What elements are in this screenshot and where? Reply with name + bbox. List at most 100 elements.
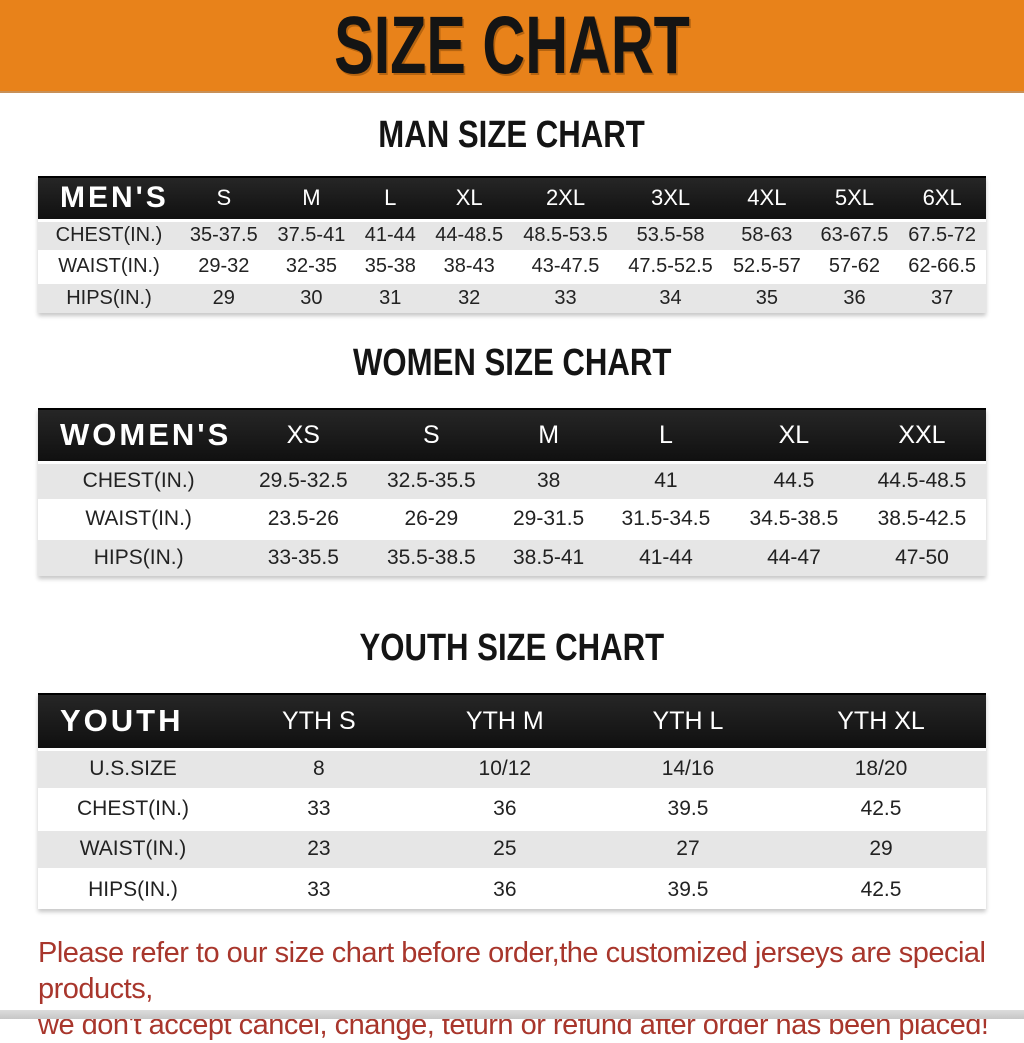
measurement-value-cell: 39.5 (599, 787, 777, 829)
measurement-value-cell: 35-38 (355, 249, 426, 282)
measurement-value-cell: 23 (228, 827, 410, 869)
youth-section-title: YOUTH SIZE CHART (0, 629, 1024, 667)
measurement-value-cell: 30 (267, 280, 356, 313)
measurement-value-cell: 36 (409, 867, 600, 909)
measurement-row-label: HIPS(IN.) (38, 536, 240, 576)
measurement-row-label: HIPS(IN.) (38, 867, 228, 909)
measurement-value-cell: 41 (601, 460, 730, 500)
measurement-value-cell: 29-31.5 (495, 498, 602, 538)
measurement-row: CHEST(IN.) 33 36 39.5 42.5 (38, 787, 986, 829)
size-column-header: XXL (857, 408, 986, 463)
women-size-section: WOMEN SIZE CHART WOMEN'S XS S M L XL XXL CHEST(… (0, 344, 1024, 576)
size-column-header: 3XL (618, 176, 724, 221)
size-column-header: M (495, 408, 602, 463)
measurement-row: U.S.SIZE 8 10/12 14/16 18/20 (38, 747, 986, 789)
measurement-value-cell: 44-48.5 (425, 218, 513, 251)
measurement-row-label: HIPS(IN.) (38, 280, 180, 313)
measurement-row-label: WAIST(IN.) (38, 498, 240, 538)
measurement-row: CHEST(IN.) 35-37.5 37.5-41 41-44 44-48.5 48.5… (38, 218, 986, 251)
size-column-header: YTH S (228, 693, 410, 750)
women-size-table: WOMEN'S XS S M L XL XXL CHEST(IN.) 29.5-32.5 32.5… (38, 408, 986, 576)
measurement-value-cell: 42.5 (776, 787, 986, 829)
size-column-header: XS (239, 408, 368, 463)
measurement-value-cell: 58-63 (723, 218, 811, 251)
order-disclaimer: Please refer to our size chart before or… (38, 935, 1024, 1043)
measurement-row-label: WAIST(IN.) (38, 827, 228, 869)
measurement-value-cell: 33 (228, 787, 410, 829)
measurement-value-cell: 10/12 (409, 747, 600, 789)
measurement-row: HIPS(IN.) 33-35.5 35.5-38.5 38.5-41 41-44 44-… (38, 536, 986, 576)
measurement-value-cell: 35.5-38.5 (367, 536, 496, 576)
size-column-header: XL (729, 408, 858, 463)
measurement-value-cell: 25 (409, 827, 600, 869)
size-header-row: MEN'S S M L XL 2XL 3XL 4XL 5XL 6XL (38, 176, 986, 221)
measurement-value-cell: 44.5-48.5 (857, 460, 986, 500)
youth-size-table: YOUTH YTH S YTH M YTH L YTH XL U.S.SIZE 8 10/12… (38, 693, 986, 909)
size-column-header: S (180, 176, 268, 221)
measurement-value-cell: 37 (898, 280, 986, 313)
measurement-row: WAIST(IN.) 23 25 27 29 (38, 827, 986, 869)
measurement-row: WAIST(IN.) 29-32 32-35 35-38 38-43 43-47.5 47.… (38, 249, 986, 282)
measurement-value-cell: 63-67.5 (810, 218, 899, 251)
measurement-value-cell: 34.5-38.5 (729, 498, 858, 538)
women-section-title-text: WOMEN SIZE CHART (352, 342, 672, 384)
measurement-value-cell: 37.5-41 (267, 218, 356, 251)
table-category-header: MEN'S (38, 176, 180, 221)
measurement-value-cell: 67.5-72 (898, 218, 986, 251)
measurement-value-cell: 52.5-57 (723, 249, 811, 282)
size-column-header: S (367, 408, 496, 463)
measurement-value-cell: 34 (618, 280, 724, 313)
measurement-value-cell: 23.5-26 (239, 498, 368, 538)
measurement-value-cell: 29 (180, 280, 268, 313)
measurement-value-cell: 53.5-58 (618, 218, 724, 251)
banner: SIZE CHART (0, 0, 1024, 93)
measurement-value-cell: 38 (495, 460, 602, 500)
measurement-row-label: CHEST(IN.) (38, 787, 228, 829)
measurement-value-cell: 35 (723, 280, 811, 313)
measurement-value-cell: 41-44 (355, 218, 426, 251)
measurement-row: HIPS(IN.) 29 30 31 32 33 34 35 36 37 (38, 280, 986, 313)
measurement-value-cell: 33 (513, 280, 619, 313)
measurement-value-cell: 29.5-32.5 (239, 460, 368, 500)
size-column-header: 4XL (723, 176, 811, 221)
youth-section-title-text: YOUTH SIZE CHART (359, 627, 665, 669)
size-column-header: 6XL (898, 176, 986, 221)
measurement-value-cell: 39.5 (599, 867, 777, 909)
men-size-table: MEN'S S M L XL 2XL 3XL 4XL 5XL 6XL CHEST(IN.) 35-37… (38, 176, 986, 313)
measurement-value-cell: 38.5-41 (495, 536, 602, 576)
size-header-row: WOMEN'S XS S M L XL XXL (38, 408, 986, 463)
size-column-header: L (355, 176, 426, 221)
man-section-title: MAN SIZE CHART (0, 116, 1024, 154)
measurement-value-cell: 38-43 (425, 249, 513, 282)
size-column-header: L (601, 408, 730, 463)
measurement-value-cell: 36 (409, 787, 600, 829)
size-column-header: YTH XL (776, 693, 986, 750)
measurement-value-cell: 42.5 (776, 867, 986, 909)
measurement-row-label: U.S.SIZE (38, 747, 228, 789)
measurement-value-cell: 31.5-34.5 (601, 498, 730, 538)
measurement-value-cell: 41-44 (601, 536, 730, 576)
measurement-row-label: CHEST(IN.) (38, 218, 180, 251)
measurement-value-cell: 48.5-53.5 (513, 218, 619, 251)
bottom-divider-strip (0, 1010, 1024, 1019)
measurement-value-cell: 43-47.5 (513, 249, 619, 282)
measurement-row: CHEST(IN.) 29.5-32.5 32.5-35.5 38 41 44.5 44.5… (38, 460, 986, 500)
measurement-value-cell: 33 (228, 867, 410, 909)
banner-title: SIZE CHART (334, 0, 690, 92)
measurement-value-cell: 32.5-35.5 (367, 460, 496, 500)
measurement-value-cell: 32 (425, 280, 513, 313)
size-column-header: M (267, 176, 356, 221)
size-column-header: 2XL (513, 176, 619, 221)
measurement-value-cell: 57-62 (810, 249, 899, 282)
measurement-value-cell: 8 (228, 747, 410, 789)
disclaimer-line-1: Please refer to our size chart before or… (38, 937, 986, 1005)
measurement-value-cell: 32-35 (267, 249, 356, 282)
women-section-title: WOMEN SIZE CHART (0, 344, 1024, 382)
size-column-header: YTH L (599, 693, 777, 750)
measurement-value-cell: 29-32 (180, 249, 268, 282)
measurement-value-cell: 47.5-52.5 (618, 249, 724, 282)
man-size-section: MAN SIZE CHART MEN'S S M L XL 2XL 3XL 4XL 5XL 6XL… (0, 116, 1024, 313)
measurement-value-cell: 47-50 (857, 536, 986, 576)
measurement-value-cell: 29 (776, 827, 986, 869)
measurement-value-cell: 26-29 (367, 498, 496, 538)
